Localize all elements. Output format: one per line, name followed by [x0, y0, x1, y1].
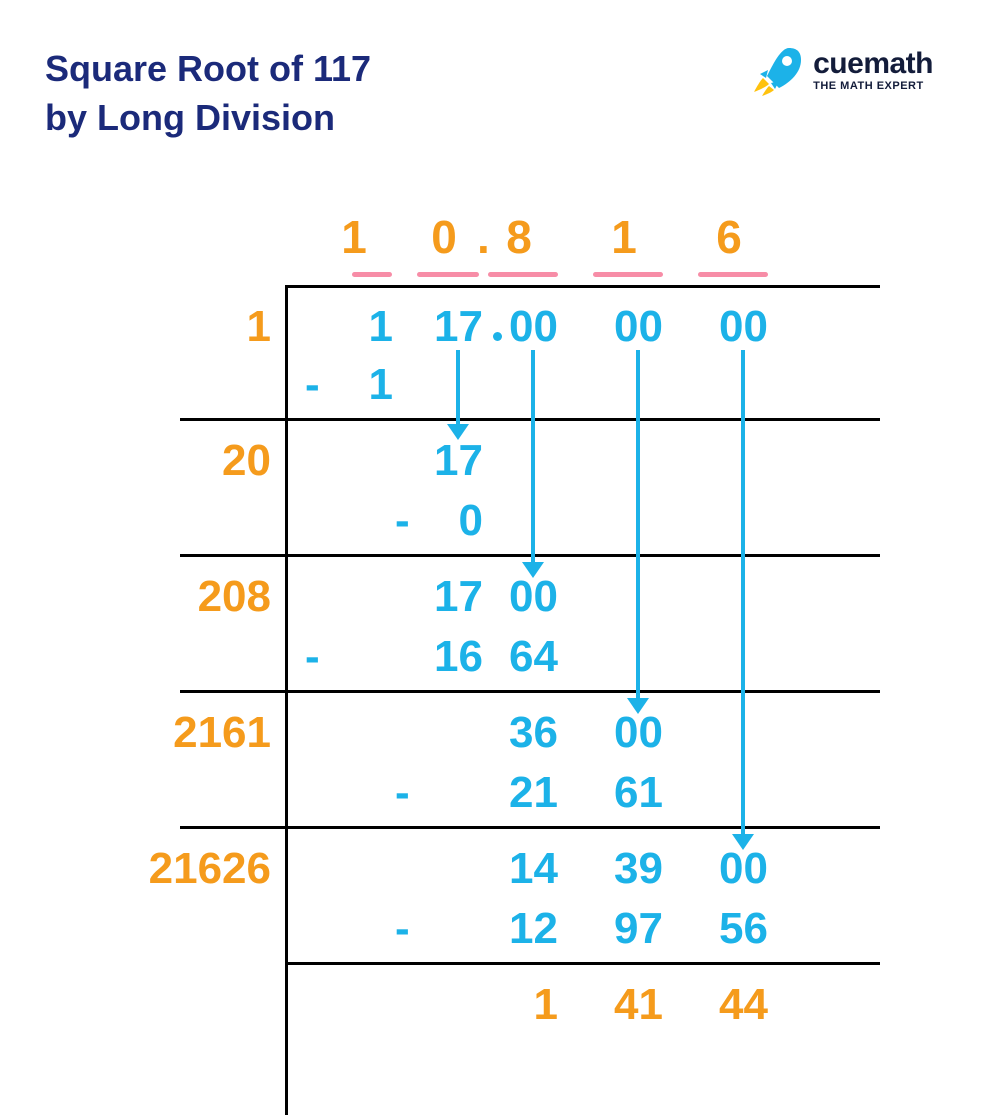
- bringdown-arrow-line: [456, 350, 460, 426]
- work-cell: 39: [585, 844, 663, 894]
- rocket-icon: [749, 42, 805, 98]
- bringdown-arrow-head: [732, 834, 754, 850]
- divisor-value: 20: [222, 436, 271, 486]
- minus-sign: -: [395, 768, 410, 818]
- quotient-digit: 8: [480, 210, 558, 264]
- work-cell: 0: [405, 496, 483, 546]
- quotient-digit: 6: [690, 210, 768, 264]
- title-line-1: Square Root of 117: [45, 45, 371, 94]
- divisor-value: 2161: [173, 708, 271, 758]
- work-cell: 00: [690, 844, 768, 894]
- quotient-digit: 0: [405, 210, 483, 264]
- division-bar-vertical: [285, 285, 288, 1115]
- work-cell: 00: [480, 572, 558, 622]
- pair-overline: [352, 272, 392, 277]
- step-rule: [180, 418, 880, 421]
- dividend-pair: 00: [585, 302, 663, 352]
- pair-overline: [593, 272, 663, 277]
- logo-brand: cuemath: [813, 49, 933, 79]
- work-cell: 17: [405, 436, 483, 486]
- minus-sign: -: [395, 904, 410, 954]
- quotient-digit: 1: [315, 210, 393, 264]
- page-title: Square Root of 117 by Long Division: [45, 45, 371, 142]
- divisor-value: 21626: [149, 844, 271, 894]
- pair-overline: [417, 272, 479, 277]
- final-remainder-cell: 1: [480, 980, 558, 1030]
- bringdown-arrow-line: [531, 350, 535, 564]
- work-cell: 16: [405, 632, 483, 682]
- step-rule: [180, 826, 880, 829]
- long-division-diagram: 10.816117000000120208216121626-117-01700…: [120, 210, 900, 1040]
- minus-sign: -: [305, 632, 320, 682]
- pair-overline: [698, 272, 768, 277]
- divisor-value: 208: [198, 572, 271, 622]
- division-bar-top: [285, 285, 880, 288]
- dividend-pair: 00: [690, 302, 768, 352]
- work-cell: 36: [480, 708, 558, 758]
- bringdown-arrow-head: [447, 424, 469, 440]
- final-remainder-cell: 41: [585, 980, 663, 1030]
- work-cell: 12: [480, 904, 558, 954]
- bringdown-arrow-head: [522, 562, 544, 578]
- pair-overline: [488, 272, 558, 277]
- step-rule: [180, 554, 880, 557]
- dividend-pair: 17: [405, 302, 483, 352]
- quotient-digit: 1: [585, 210, 663, 264]
- bringdown-arrow-head: [627, 698, 649, 714]
- work-cell: 64: [480, 632, 558, 682]
- step-rule: [285, 962, 880, 965]
- logo: cuemath THE MATH EXPERT: [749, 42, 933, 98]
- divisor-value: 1: [247, 302, 271, 352]
- work-cell: 61: [585, 768, 663, 818]
- work-cell: 1: [315, 360, 393, 410]
- bringdown-arrow-line: [741, 350, 745, 836]
- bringdown-arrow-line: [636, 350, 640, 700]
- work-cell: 21: [480, 768, 558, 818]
- logo-tagline: THE MATH EXPERT: [813, 81, 933, 92]
- work-cell: 17: [405, 572, 483, 622]
- work-cell: 56: [690, 904, 768, 954]
- title-line-2: by Long Division: [45, 94, 371, 143]
- work-cell: 97: [585, 904, 663, 954]
- work-cell: 14: [480, 844, 558, 894]
- final-remainder-cell: 44: [690, 980, 768, 1030]
- dividend-pair: 1: [315, 302, 393, 352]
- step-rule: [180, 690, 880, 693]
- dividend-pair: 00: [480, 302, 558, 352]
- work-cell: 00: [585, 708, 663, 758]
